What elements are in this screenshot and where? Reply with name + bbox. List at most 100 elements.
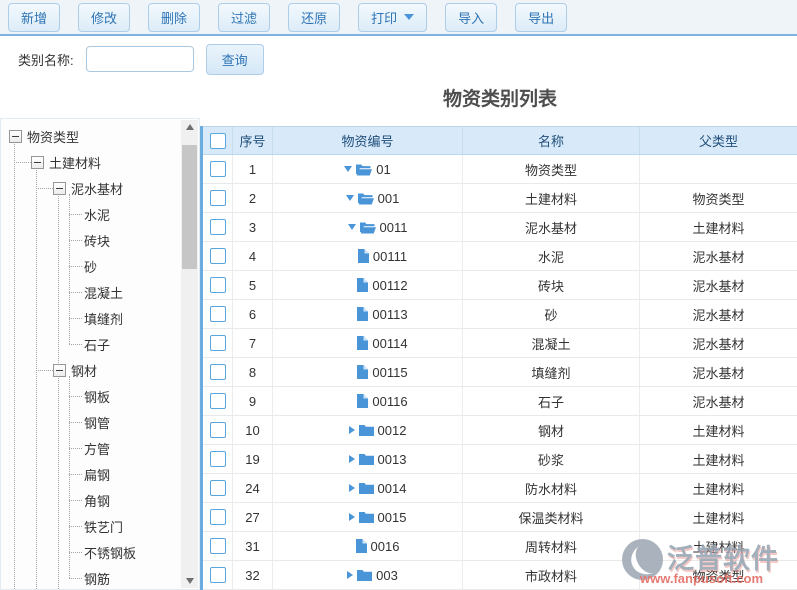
tree-item[interactable]: 扁钢: [1, 461, 179, 487]
table-row[interactable]: 8 00115 填缝剂 泥水基材: [203, 358, 797, 387]
row-checkbox-cell: [203, 155, 233, 183]
expand-row-icon[interactable]: [348, 513, 355, 521]
file-icon: [357, 336, 369, 350]
row-parent-type: 土建材料: [692, 452, 745, 468]
row-parent-type: [640, 155, 797, 183]
row-index: 7: [233, 329, 273, 357]
row-checkbox[interactable]: [209, 538, 226, 554]
tree-collapse-icon[interactable]: [31, 155, 44, 169]
table-row[interactable]: 19 0013 砂浆 土建材料: [203, 445, 797, 474]
toolbar-button-restore[interactable]: 还原: [288, 2, 341, 32]
tree-item[interactable]: 不锈钢板: [1, 539, 179, 565]
expand-row-icon[interactable]: [348, 455, 355, 463]
row-checkbox[interactable]: [209, 190, 226, 206]
row-checkbox[interactable]: [209, 161, 226, 177]
select-all-checkbox[interactable]: [209, 132, 226, 149]
row-code-cell: 01: [273, 155, 463, 183]
tree-item[interactable]: 砂: [1, 253, 179, 279]
row-checkbox[interactable]: [209, 509, 226, 525]
tree-item[interactable]: 钢板: [1, 383, 179, 409]
tree-item[interactable]: 物资类型: [1, 123, 179, 149]
tree-collapse-icon[interactable]: [9, 129, 22, 143]
scroll-down-icon[interactable]: [181, 574, 198, 588]
row-code: 00116: [372, 393, 408, 409]
scroll-up-icon[interactable]: [181, 120, 198, 134]
row-checkbox[interactable]: [209, 306, 226, 322]
row-parent-type: 土建材料: [692, 539, 745, 555]
folder-closed-icon: [357, 569, 373, 581]
table-row[interactable]: 5 00112 砖块 泥水基材: [203, 271, 797, 300]
row-checkbox[interactable]: [209, 451, 226, 467]
row-checkbox[interactable]: [209, 567, 226, 583]
toolbar-button-new[interactable]: 新增: [8, 2, 61, 32]
row-code: 0015: [377, 509, 407, 525]
toolbar-button-delete[interactable]: 删除: [148, 2, 201, 32]
tree-item[interactable]: 砖块: [1, 227, 179, 253]
tree-item[interactable]: 填缝剂: [1, 305, 179, 331]
table-row[interactable]: 31 0016 周转材料 土建材料: [203, 532, 797, 561]
category-name-input[interactable]: [85, 46, 194, 72]
toolbar-button-print[interactable]: 打印: [358, 2, 428, 32]
table-row[interactable]: 27 0015 保温类材料 土建材料: [203, 503, 797, 532]
tree-item[interactable]: 角钢: [1, 487, 179, 513]
folder-open-icon: [357, 192, 374, 205]
row-index: 31: [233, 532, 273, 560]
row-code-cell: 00115: [273, 358, 463, 386]
table-row[interactable]: 32 003 市政材料 物资类型: [203, 561, 797, 590]
tree-item[interactable]: 钢筋: [1, 565, 179, 589]
table-row[interactable]: 24 0014 防水材料 土建材料: [203, 474, 797, 503]
toolbar-button-filter[interactable]: 过滤: [218, 2, 271, 32]
table-row[interactable]: 4 00111 水泥 泥水基材: [203, 242, 797, 271]
tree-collapse-icon[interactable]: [53, 181, 66, 195]
table-row[interactable]: 10 0012 钢材 土建材料: [203, 416, 797, 445]
row-parent-type: 物资类型: [692, 191, 745, 207]
table-row[interactable]: 2 001 土建材料 物资类型: [203, 184, 797, 213]
collapse-row-icon[interactable]: [344, 166, 353, 172]
row-checkbox[interactable]: [209, 393, 226, 409]
row-code-cell: 0011: [273, 213, 463, 241]
row-checkbox-cell: [203, 387, 233, 415]
tree-collapse-icon[interactable]: [53, 363, 66, 377]
tree-item[interactable]: 钢材: [1, 357, 179, 383]
expand-row-icon[interactable]: [348, 426, 355, 434]
tree-item[interactable]: 钢管: [1, 409, 179, 435]
collapse-row-icon[interactable]: [347, 224, 356, 230]
row-code: 0013: [377, 451, 407, 467]
folder-open-icon: [356, 163, 373, 176]
toolbar-button-import[interactable]: 导入: [445, 2, 498, 32]
table-row[interactable]: 1 01 物资类型: [203, 155, 797, 184]
row-index: 19: [233, 445, 273, 473]
row-checkbox[interactable]: [209, 364, 226, 380]
scrollbar-thumb[interactable]: [182, 145, 197, 269]
row-checkbox[interactable]: [209, 480, 226, 496]
tree-item[interactable]: 铁艺门: [1, 513, 179, 539]
row-code-cell: 0016: [273, 532, 463, 560]
row-name: 物资类型: [463, 155, 640, 183]
tree-scrollbar[interactable]: [181, 120, 198, 588]
query-button[interactable]: 查询: [205, 43, 264, 75]
row-checkbox[interactable]: [209, 422, 226, 438]
row-checkbox[interactable]: [209, 219, 226, 235]
row-checkbox[interactable]: [209, 248, 226, 264]
row-code-cell: 00113: [273, 300, 463, 328]
tree-item[interactable]: 泥水基材: [1, 175, 179, 201]
row-checkbox[interactable]: [209, 335, 226, 351]
toolbar-button-export[interactable]: 导出: [515, 2, 568, 32]
collapse-row-icon[interactable]: [345, 195, 354, 201]
toolbar-button-edit[interactable]: 修改: [78, 2, 131, 32]
table-row[interactable]: 3 0011 泥水基材 土建材料: [203, 213, 797, 242]
row-checkbox[interactable]: [209, 277, 226, 293]
tree-item[interactable]: 石子: [1, 331, 179, 357]
tree-item-label: 钢板: [84, 389, 111, 405]
toolbar-button-label: 修改: [91, 10, 118, 26]
tree-item[interactable]: 方管: [1, 435, 179, 461]
row-code: 00115: [372, 364, 408, 380]
tree-item[interactable]: 混凝土: [1, 279, 179, 305]
table-row[interactable]: 9 00116 石子 泥水基材: [203, 387, 797, 416]
expand-row-icon[interactable]: [347, 571, 354, 579]
tree-item[interactable]: 土建材料: [1, 149, 179, 175]
table-row[interactable]: 7 00114 混凝土 泥水基材: [203, 329, 797, 358]
tree-item[interactable]: 水泥: [1, 201, 179, 227]
table-row[interactable]: 6 00113 砂 泥水基材: [203, 300, 797, 329]
expand-row-icon[interactable]: [348, 484, 355, 492]
